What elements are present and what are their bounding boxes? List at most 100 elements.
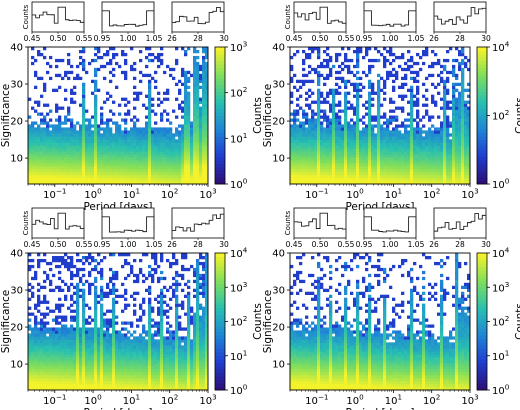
heatmap-cell <box>160 118 164 122</box>
heatmap-cell <box>416 133 420 137</box>
heatmap-cell <box>37 282 41 287</box>
heatmap-cell <box>202 151 206 155</box>
heatmap-cell <box>55 145 59 149</box>
heatmap-cell <box>344 166 348 170</box>
heatmap-cell <box>467 127 471 131</box>
heatmap-cell <box>46 369 50 373</box>
heatmap-cell <box>100 175 104 179</box>
heatmap-cell <box>106 333 110 337</box>
heatmap-cell <box>166 166 170 170</box>
heatmap-cell <box>311 112 315 116</box>
heatmap-cell <box>205 109 209 113</box>
heatmap-cell <box>145 348 149 352</box>
heatmap-cell <box>377 127 381 131</box>
heatmap-cell <box>446 151 450 155</box>
heatmap-cell <box>416 121 420 125</box>
heatmap-cell <box>40 336 44 340</box>
heatmap-cell <box>88 145 92 149</box>
heatmap-cell <box>94 381 98 385</box>
heatmap-cell <box>121 375 125 379</box>
heatmap-cell <box>43 366 47 370</box>
heatmap-cell <box>31 145 35 149</box>
heatmap-cell <box>413 79 417 84</box>
heatmap-cell <box>79 178 83 182</box>
heatmap-cell <box>136 136 140 140</box>
heatmap-cell <box>136 175 140 179</box>
heatmap-cell <box>94 85 98 89</box>
heatmap-cell <box>169 121 173 125</box>
heatmap-cell <box>395 130 399 134</box>
heatmap-cell <box>416 61 420 66</box>
heatmap-cell <box>82 369 86 373</box>
heatmap-cell <box>37 366 41 370</box>
heatmap-cell <box>130 64 134 69</box>
heatmap-cell <box>139 381 143 385</box>
heatmap-cell <box>43 270 47 275</box>
heatmap-cell <box>449 157 453 161</box>
heatmap-cell <box>94 79 98 84</box>
heatmap-cell <box>464 112 468 116</box>
heatmap-cell <box>37 145 41 149</box>
heatmap-cell <box>386 76 390 81</box>
heatmap-cell <box>329 136 333 140</box>
heatmap-cell <box>52 363 56 367</box>
heatmap-cell <box>64 258 68 263</box>
heatmap-cell <box>46 142 50 146</box>
heatmap-cell <box>332 109 336 113</box>
heatmap-cell <box>314 148 318 152</box>
heatmap-cell <box>127 354 131 358</box>
heatmap-cell <box>425 157 429 161</box>
heatmap-cell <box>94 312 98 316</box>
heatmap-cell <box>449 145 453 149</box>
heatmap-cell <box>58 166 62 170</box>
heatmap-cell <box>106 321 110 325</box>
heatmap-cell <box>302 82 306 87</box>
heatmap-cell <box>73 339 77 343</box>
heatmap-cell <box>46 273 50 278</box>
heatmap-cell <box>458 166 462 170</box>
heatmap-cell <box>133 378 137 382</box>
heatmap-cell <box>410 91 414 95</box>
heatmap-cell <box>139 315 143 319</box>
heatmap-cell <box>46 327 50 331</box>
heatmap-cell <box>82 142 86 146</box>
heatmap-cell <box>178 172 182 176</box>
inset-ylabel: Counts <box>22 210 30 235</box>
heatmap-cell <box>109 94 113 98</box>
heatmap-cell <box>374 160 378 164</box>
heatmap-cell <box>181 73 185 78</box>
heatmap-cell <box>205 61 209 66</box>
heatmap-cell <box>356 64 360 69</box>
heatmap-cell <box>302 79 306 84</box>
heatmap-cell <box>97 381 101 385</box>
heatmap-cell <box>341 163 345 167</box>
heatmap-cell <box>392 172 396 176</box>
heatmap-cell <box>49 333 53 337</box>
heatmap-cell <box>184 73 188 78</box>
heatmap-cell <box>103 142 107 146</box>
heatmap-cell <box>178 124 182 128</box>
heatmap-cell <box>449 151 453 155</box>
heatmap-cell <box>142 178 146 182</box>
heatmap-cell <box>43 258 47 263</box>
heatmap-cell <box>43 103 47 107</box>
heatmap-cell <box>314 112 318 116</box>
heatmap-cell <box>58 133 62 137</box>
heatmap-cell <box>290 64 294 69</box>
heatmap-cell <box>196 82 200 87</box>
heatmap-cell <box>464 55 468 60</box>
heatmap-cell <box>100 321 104 325</box>
heatmap-cell <box>82 64 86 69</box>
heatmap-cell <box>449 154 453 158</box>
heatmap-cell <box>446 169 450 173</box>
heatmap-cell <box>302 133 306 137</box>
heatmap-cell <box>175 58 179 63</box>
heatmap-cell <box>100 384 104 388</box>
heatmap-cell <box>326 175 330 179</box>
heatmap-cell <box>461 73 465 78</box>
heatmap-cell <box>103 342 107 346</box>
heatmap-cell <box>58 366 62 370</box>
heatmap-cell <box>398 151 402 155</box>
heatmap-cell <box>458 67 462 72</box>
heatmap-cell <box>139 151 143 155</box>
